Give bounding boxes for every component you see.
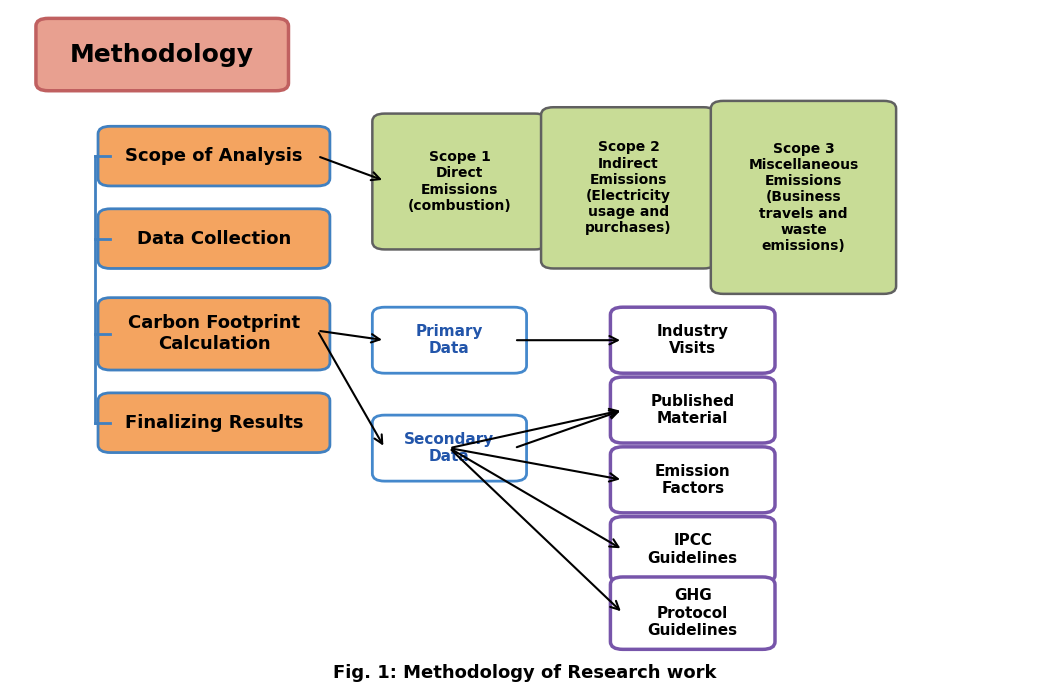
Text: Methodology: Methodology (70, 42, 254, 66)
FancyBboxPatch shape (611, 377, 775, 443)
FancyBboxPatch shape (98, 393, 329, 453)
FancyBboxPatch shape (541, 107, 716, 269)
Text: Scope 1
Direct
Emissions
(combustion): Scope 1 Direct Emissions (combustion) (408, 150, 512, 213)
Text: Fig. 1: Methodology of Research work: Fig. 1: Methodology of Research work (333, 664, 716, 683)
FancyBboxPatch shape (611, 307, 775, 373)
Text: Primary
Data: Primary Data (415, 324, 484, 356)
FancyBboxPatch shape (372, 415, 527, 481)
Text: Data Collection: Data Collection (136, 230, 291, 248)
FancyBboxPatch shape (98, 209, 329, 269)
FancyBboxPatch shape (611, 516, 775, 583)
Text: Carbon Footprint
Calculation: Carbon Footprint Calculation (128, 315, 300, 353)
Text: Emission
Factors: Emission Factors (655, 464, 730, 496)
Text: Finalizing Results: Finalizing Results (125, 414, 303, 432)
Text: IPCC
Guidelines: IPCC Guidelines (647, 534, 737, 566)
FancyBboxPatch shape (98, 298, 329, 370)
Text: Scope 3
Miscellaneous
Emissions
(Business
travels and
waste
emissions): Scope 3 Miscellaneous Emissions (Busines… (748, 142, 858, 253)
FancyBboxPatch shape (611, 577, 775, 649)
Text: Scope of Analysis: Scope of Analysis (125, 147, 303, 165)
Text: Published
Material: Published Material (650, 394, 734, 426)
FancyBboxPatch shape (36, 18, 288, 91)
FancyBboxPatch shape (372, 114, 548, 250)
FancyBboxPatch shape (711, 101, 896, 294)
Text: GHG
Protocol
Guidelines: GHG Protocol Guidelines (647, 588, 737, 638)
FancyBboxPatch shape (611, 447, 775, 513)
FancyBboxPatch shape (98, 127, 329, 186)
Text: Secondary
Data: Secondary Data (404, 432, 494, 464)
Text: Industry
Visits: Industry Visits (657, 324, 729, 356)
Text: Scope 2
Indirect
Emissions
(Electricity
usage and
purchases): Scope 2 Indirect Emissions (Electricity … (585, 140, 671, 235)
FancyBboxPatch shape (372, 307, 527, 373)
